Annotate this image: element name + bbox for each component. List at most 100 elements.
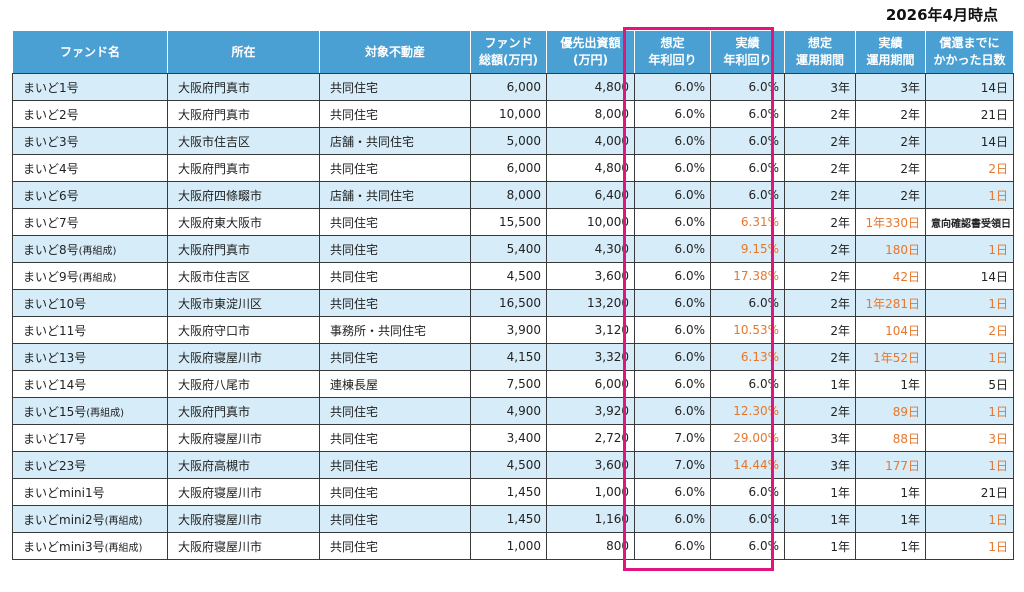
expected-period-cell: 2年 bbox=[784, 100, 856, 128]
table-row: まいど11号 大阪府守口市 事務所・共同住宅 3,900 3,120 6.0% 10.53%… bbox=[12, 316, 1014, 344]
fund-name-cell: まいど14号 bbox=[12, 370, 168, 398]
fund-name-cell: まいど2号 bbox=[12, 100, 168, 128]
actual-yield-cell: 12.30% bbox=[710, 397, 785, 425]
fund-name: まいど9号 bbox=[23, 269, 79, 284]
expected-period-cell: 3年 bbox=[784, 424, 856, 452]
preferred-cell: 10,000 bbox=[546, 208, 635, 236]
expected-yield-cell: 6.0% bbox=[634, 316, 711, 344]
location-cell: 大阪府門真市 bbox=[167, 154, 320, 182]
table-body: まいど1号 大阪府門真市 共同住宅 6,000 4,800 6.0% 6.0% 3年 3年 14日… bbox=[12, 73, 1014, 560]
preferred-cell: 4,000 bbox=[546, 127, 635, 155]
days-cell: 意向確認書受領日 bbox=[925, 208, 1014, 236]
property-cell: 連棟長屋 bbox=[319, 370, 471, 398]
fund-total-cell: 1,000 bbox=[470, 532, 547, 560]
actual-yield-cell: 6.0% bbox=[710, 73, 785, 101]
fund-name: まいど8号 bbox=[23, 242, 79, 257]
fund-name-cell: まいどmini2号(再組成) bbox=[12, 505, 168, 533]
fund-name: まいどmini3号 bbox=[23, 539, 105, 554]
location-cell: 大阪市住吉区 bbox=[167, 262, 320, 290]
reorganized-tag: (再組成) bbox=[78, 245, 117, 257]
fund-name-cell: まいど15号(再組成) bbox=[12, 397, 168, 425]
actual-period-cell: 88日 bbox=[855, 424, 926, 452]
property-cell: 店舗・共同住宅 bbox=[319, 127, 471, 155]
table-row: まいど3号 大阪市住吉区 店舗・共同住宅 5,000 4,000 6.0% 6.0% 2年 2年… bbox=[12, 127, 1014, 155]
reorganized-tag: (再組成) bbox=[86, 407, 125, 419]
location-cell: 大阪府東大阪市 bbox=[167, 208, 320, 236]
table-row: まいど14号 大阪府八尾市 連棟長屋 7,500 6,000 6.0% 6.0% 1年 1年 5日 bbox=[12, 370, 1014, 398]
expected-yield-cell: 6.0% bbox=[634, 505, 711, 533]
property-cell: 共同住宅 bbox=[319, 397, 471, 425]
expected-period-cell: 2年 bbox=[784, 262, 856, 290]
actual-yield-cell: 6.0% bbox=[710, 154, 785, 182]
property-cell: 共同住宅 bbox=[319, 73, 471, 101]
fund-name: まいど10号 bbox=[23, 296, 87, 311]
as-of-date: 2026年4月時点 bbox=[885, 6, 998, 24]
col-fund-total: ファンド 総額(万円) bbox=[470, 30, 547, 74]
days-cell: 1日 bbox=[925, 397, 1014, 425]
preferred-cell: 6,000 bbox=[546, 370, 635, 398]
fund-table: ファンド名 所在 対象不動産 ファンド 総額(万円) 優先出資額 (万円) 想定 年利… bbox=[12, 30, 1014, 560]
table-row: まいどmini1号 大阪府寝屋川市 共同住宅 1,450 1,000 6.0% 6.0% 1年… bbox=[12, 478, 1014, 506]
actual-yield-cell: 6.0% bbox=[710, 181, 785, 209]
col-actual-yield: 実績 年利回り bbox=[710, 30, 785, 74]
fund-total-cell: 6,000 bbox=[470, 154, 547, 182]
expected-yield-cell: 6.0% bbox=[634, 181, 711, 209]
property-cell: 共同住宅 bbox=[319, 289, 471, 317]
fund-name: まいど15号 bbox=[23, 404, 87, 419]
fund-name-cell: まいど8号(再組成) bbox=[12, 235, 168, 263]
days-cell: 14日 bbox=[925, 262, 1014, 290]
actual-yield-cell: 6.0% bbox=[710, 478, 785, 506]
days-cell: 1日 bbox=[925, 289, 1014, 317]
expected-yield-cell: 6.0% bbox=[634, 532, 711, 560]
fund-name: まいど14号 bbox=[23, 377, 87, 392]
fund-total-cell: 16,500 bbox=[470, 289, 547, 317]
table-row: まいど2号 大阪府門真市 共同住宅 10,000 8,000 6.0% 6.0% 2年 2年 21… bbox=[12, 100, 1014, 128]
expected-period-cell: 2年 bbox=[784, 343, 856, 371]
property-cell: 共同住宅 bbox=[319, 208, 471, 236]
location-cell: 大阪府高槻市 bbox=[167, 451, 320, 479]
days-cell: 21日 bbox=[925, 100, 1014, 128]
fund-name: まいど6号 bbox=[23, 188, 79, 203]
fund-name: まいど11号 bbox=[23, 323, 87, 338]
fund-name-cell: まいど3号 bbox=[12, 127, 168, 155]
expected-period-cell: 1年 bbox=[784, 505, 856, 533]
preferred-cell: 800 bbox=[546, 532, 635, 560]
actual-period-cell: 1年281日 bbox=[855, 289, 926, 317]
preferred-cell: 3,600 bbox=[546, 262, 635, 290]
fund-name: まいどmini1号 bbox=[23, 485, 105, 500]
days-cell: 2日 bbox=[925, 316, 1014, 344]
actual-yield-cell: 17.38% bbox=[710, 262, 785, 290]
property-cell: 共同住宅 bbox=[319, 478, 471, 506]
preferred-cell: 13,200 bbox=[546, 289, 635, 317]
fund-name-cell: まいど23号 bbox=[12, 451, 168, 479]
property-cell: 共同住宅 bbox=[319, 235, 471, 263]
location-cell: 大阪府寝屋川市 bbox=[167, 478, 320, 506]
property-cell: 事務所・共同住宅 bbox=[319, 316, 471, 344]
location-cell: 大阪府寝屋川市 bbox=[167, 532, 320, 560]
fund-name-cell: まいど17号 bbox=[12, 424, 168, 452]
col-location: 所在 bbox=[167, 30, 320, 74]
expected-period-cell: 3年 bbox=[784, 451, 856, 479]
actual-yield-cell: 14.44% bbox=[710, 451, 785, 479]
expected-period-cell: 2年 bbox=[784, 397, 856, 425]
table-row: まいど13号 大阪府寝屋川市 共同住宅 4,150 3,320 6.0% 6.13% 2年 1年… bbox=[12, 343, 1014, 371]
fund-name: まいど23号 bbox=[23, 458, 87, 473]
table-row: まいど8号(再組成) 大阪府門真市 共同住宅 5,400 4,300 6.0% 9.15% 2… bbox=[12, 235, 1014, 263]
days-cell: 21日 bbox=[925, 478, 1014, 506]
days-cell: 1日 bbox=[925, 505, 1014, 533]
col-actual-period: 実績 運用期間 bbox=[855, 30, 926, 74]
table-row: まいど17号 大阪府寝屋川市 共同住宅 3,400 2,720 7.0% 29.00% 3年 8… bbox=[12, 424, 1014, 452]
expected-yield-cell: 6.0% bbox=[634, 262, 711, 290]
property-cell: 共同住宅 bbox=[319, 505, 471, 533]
preferred-cell: 3,120 bbox=[546, 316, 635, 344]
actual-period-cell: 89日 bbox=[855, 397, 926, 425]
preferred-cell: 8,000 bbox=[546, 100, 635, 128]
fund-name: まいど2号 bbox=[23, 107, 79, 122]
actual-yield-cell: 10.53% bbox=[710, 316, 785, 344]
fund-total-cell: 6,000 bbox=[470, 73, 547, 101]
fund-name-cell: まいど13号 bbox=[12, 343, 168, 371]
location-cell: 大阪府門真市 bbox=[167, 100, 320, 128]
actual-yield-cell: 6.13% bbox=[710, 343, 785, 371]
preferred-cell: 1,000 bbox=[546, 478, 635, 506]
actual-yield-cell: 6.0% bbox=[710, 505, 785, 533]
